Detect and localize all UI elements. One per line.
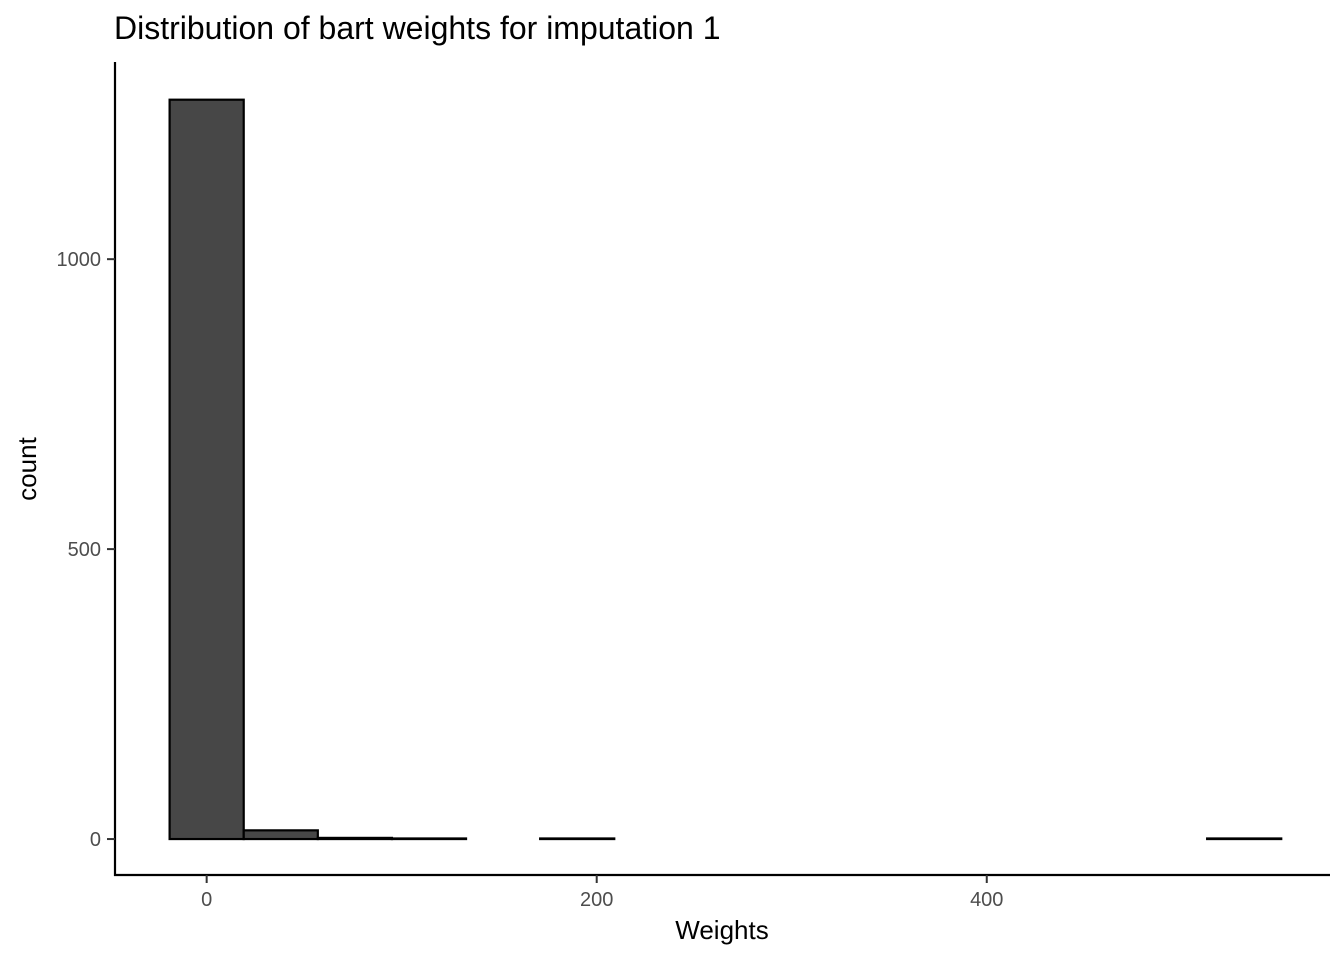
- y-tick-label: 1000: [57, 249, 102, 271]
- histogram-bar-1: [242, 829, 319, 841]
- histogram-bar-5: [539, 837, 616, 841]
- x-axis-title: Weights: [675, 915, 768, 945]
- y-tick-label: 500: [68, 539, 101, 561]
- y-axis-title: count: [12, 436, 42, 500]
- x-tick-label: 200: [580, 889, 613, 911]
- y-tick-label: 0: [90, 829, 101, 851]
- chart-title: Distribution of bart weights for imputat…: [114, 10, 721, 46]
- histogram-bar-3: [390, 837, 468, 841]
- histogram-bar-0: [168, 98, 245, 841]
- histogram-bar-2: [316, 836, 394, 841]
- histogram-bars: [168, 98, 1283, 841]
- y-axis-ticks: 0 500 1000: [57, 249, 115, 851]
- histogram-bar-14: [1206, 837, 1283, 841]
- x-tick-label: 0: [201, 889, 212, 911]
- x-axis-ticks: 0 200 400: [201, 875, 1003, 911]
- x-tick-label: 400: [970, 889, 1003, 911]
